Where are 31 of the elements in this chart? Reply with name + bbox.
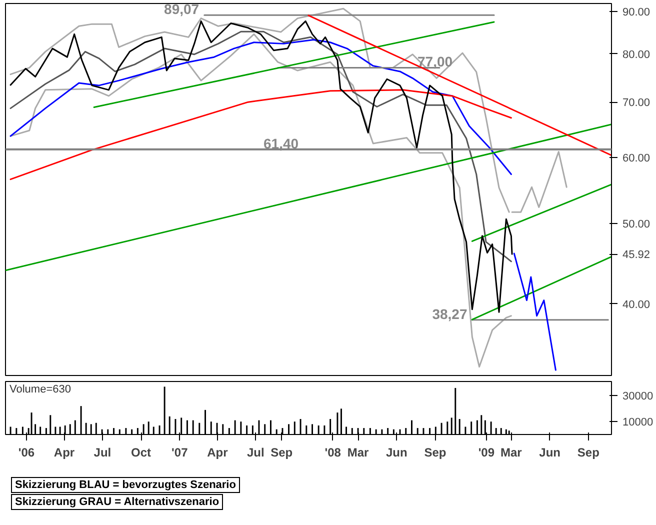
x-tick-label: Jul	[94, 446, 112, 460]
x-tick-label: Oct	[131, 446, 152, 460]
text: Skizzierung BLAU = bevorzugtes Szenario	[11, 477, 240, 493]
x-tick-label: Mar	[500, 446, 522, 460]
x-tick-label: Jul	[246, 446, 264, 460]
x-tick-label: Sep	[270, 446, 293, 460]
x-tick-label: Sep	[577, 446, 600, 460]
x-tick-label: '06	[18, 446, 35, 460]
x-tick-label: Apr	[207, 446, 228, 460]
y-tick-label: 10000	[622, 416, 654, 429]
x-tick-label: '09	[478, 446, 495, 460]
y-tick-label: 60.00	[622, 152, 650, 165]
x-tick-label: Jun	[539, 446, 560, 460]
x-tick-label: Jun	[386, 446, 408, 460]
y-tick-label: 30000	[622, 390, 654, 403]
y-tick-label: 80.00	[622, 48, 650, 61]
annotation: 38,27	[432, 306, 468, 322]
x-tick-label: '08	[324, 446, 342, 460]
y-tick-label: 70.00	[622, 97, 650, 110]
y-tick-label: 50.00	[622, 218, 650, 230]
annotation: 61,40	[263, 135, 299, 152]
text: Skizzierung GRAU = Alternativszenario	[11, 494, 224, 510]
y-tick-label: 45.92	[622, 249, 650, 262]
chart-title: Volume=630	[10, 384, 71, 396]
x-tick-label: Mar	[347, 446, 370, 460]
y-tick-label: 40.00	[622, 298, 650, 311]
annotation: 89,07	[164, 1, 200, 18]
x-tick-label: Apr	[54, 446, 75, 460]
y-tick-label: 90.00	[622, 6, 650, 18]
x-tick-label: Sep	[424, 446, 446, 460]
x-tick-label: '07	[172, 446, 188, 460]
